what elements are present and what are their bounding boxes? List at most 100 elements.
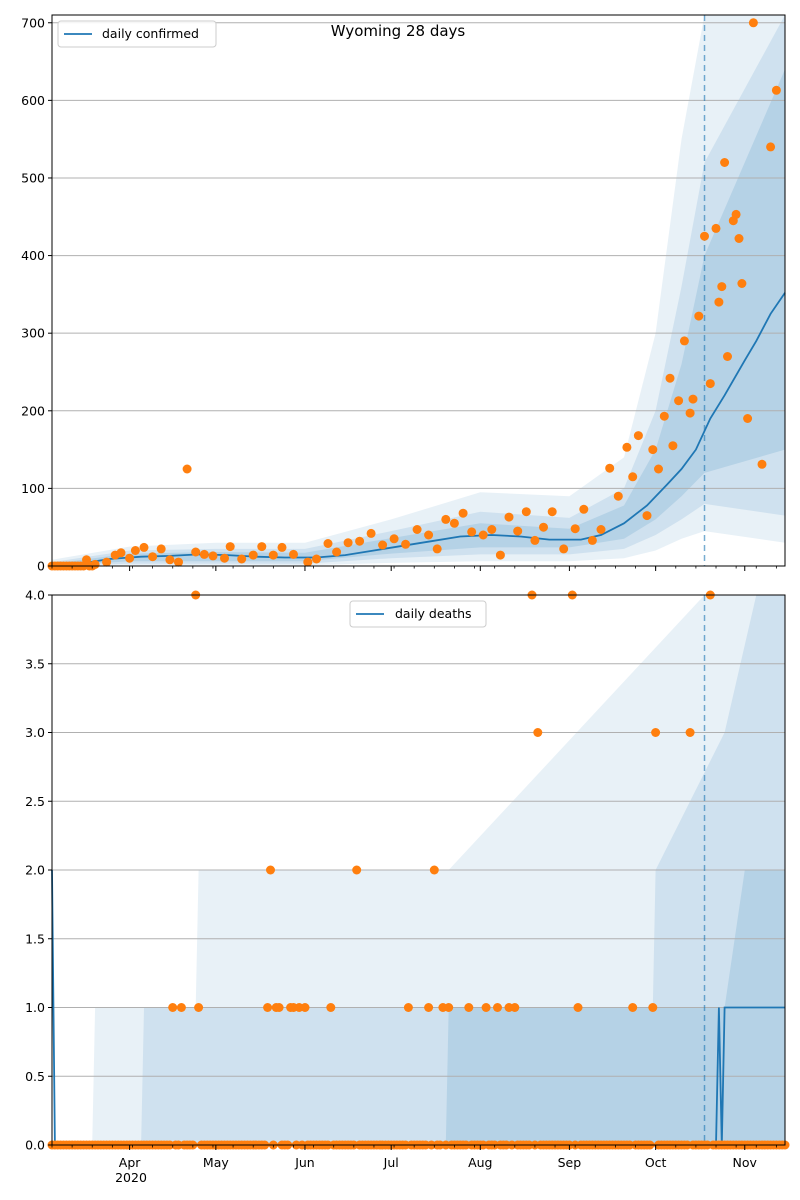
confirmed-point bbox=[723, 352, 732, 361]
confirmed-band-outer bbox=[52, 15, 785, 566]
year-label: 2020 bbox=[115, 1170, 147, 1185]
deaths-x-tick-label: Oct bbox=[645, 1155, 667, 1170]
confirmed-point bbox=[717, 282, 727, 292]
confirmed-point bbox=[312, 554, 321, 564]
confirmed-point bbox=[654, 464, 663, 474]
deaths-point bbox=[481, 1003, 491, 1012]
confirmed-point bbox=[424, 530, 434, 540]
deaths-point bbox=[352, 865, 362, 875]
confirmed-point bbox=[757, 459, 767, 469]
deaths-panel: 0.0 0.5 1.0 1.5 2.0 2.5 3.0 3.5 4.0 Apr May Jun Jul… bbox=[25, 588, 790, 1185]
confirmed-y-tick-label: 0 bbox=[37, 559, 45, 574]
deaths-y-tick-label: 1.0 bbox=[25, 1000, 45, 1015]
confirmed-point bbox=[579, 504, 589, 514]
confirmed-point bbox=[467, 527, 477, 537]
deaths-point bbox=[493, 1003, 502, 1012]
deaths-point bbox=[510, 1003, 520, 1012]
confirmed-point bbox=[605, 463, 615, 473]
deaths-point bbox=[263, 1003, 273, 1012]
confirmed-point bbox=[378, 540, 388, 550]
confirmed-point bbox=[139, 542, 149, 552]
confirmed-point bbox=[665, 373, 675, 383]
confirmed-point bbox=[642, 511, 652, 521]
confirmed-axes-frame bbox=[51, 14, 786, 567]
confirmed-point bbox=[156, 544, 166, 554]
deaths-point bbox=[628, 1003, 638, 1012]
confirmed-point bbox=[587, 535, 597, 545]
confirmed-point bbox=[711, 223, 721, 233]
deaths-point bbox=[464, 1003, 474, 1012]
confirmed-point bbox=[547, 507, 557, 517]
deaths-y-tick-label: 2.5 bbox=[25, 794, 45, 809]
confirmed-point bbox=[679, 336, 689, 346]
confirmed-point bbox=[748, 18, 758, 28]
confirmed-point bbox=[487, 525, 497, 534]
confirmed-point bbox=[449, 518, 459, 528]
confirmed-point bbox=[257, 542, 267, 552]
confirmed-panel: 0 100 200 300 400 500 600 700 Wyoming 28 days d… bbox=[21, 14, 786, 574]
confirmed-point bbox=[441, 514, 451, 524]
deaths-x-tick-label: May bbox=[203, 1155, 229, 1170]
deaths-x-tick-label: Nov bbox=[733, 1155, 758, 1170]
deaths-y-tick-label: 3.0 bbox=[25, 725, 45, 740]
confirmed-point bbox=[268, 550, 278, 560]
confirmed-point bbox=[633, 431, 643, 441]
confirmed-point bbox=[343, 538, 353, 548]
confirmed-legend: daily confirmed bbox=[57, 20, 217, 48]
confirmed-point bbox=[694, 311, 704, 321]
deaths-y-tick-label: 3.5 bbox=[25, 656, 45, 671]
confirmed-point bbox=[622, 442, 632, 452]
deaths-y-tick-label: 0.5 bbox=[25, 1069, 45, 1084]
confirmed-point bbox=[130, 546, 140, 555]
confirmed-uncertainty-bands bbox=[52, 15, 785, 567]
confirmed-legend-label: daily confirmed bbox=[102, 26, 199, 41]
confirmed-y-tick-label: 700 bbox=[21, 15, 45, 30]
confirmed-y-tick-label: 200 bbox=[21, 403, 45, 418]
confirmed-point bbox=[303, 557, 313, 567]
confirmed-point bbox=[366, 528, 376, 538]
confirmed-point bbox=[731, 209, 741, 219]
deaths-point bbox=[648, 1003, 658, 1012]
confirmed-y-ticks: 0 100 200 300 400 500 600 700 bbox=[21, 15, 52, 574]
confirmed-y-tick-label: 300 bbox=[21, 326, 45, 341]
confirmed-point bbox=[743, 414, 753, 423]
confirmed-point bbox=[432, 544, 442, 554]
confirmed-point bbox=[613, 491, 623, 501]
figure-title: Wyoming 28 days bbox=[331, 22, 466, 40]
confirmed-point bbox=[277, 542, 287, 552]
deaths-x-tick-label: Apr bbox=[119, 1155, 141, 1170]
confirmed-point bbox=[90, 559, 100, 569]
deaths-point bbox=[176, 1003, 186, 1012]
confirmed-point bbox=[220, 553, 229, 563]
confirmed-point bbox=[714, 297, 724, 307]
confirmed-point bbox=[685, 408, 695, 418]
deaths-x-tick-label: Jun bbox=[294, 1155, 315, 1170]
confirmed-y-tick-label: 100 bbox=[21, 481, 45, 496]
confirmed-point bbox=[116, 548, 126, 558]
deaths-y-tick-label: 0.0 bbox=[25, 1138, 45, 1153]
deaths-point bbox=[533, 728, 543, 737]
confirmed-point bbox=[182, 464, 192, 474]
deaths-x-tick-label: Sep bbox=[558, 1155, 582, 1170]
confirmed-point bbox=[458, 508, 468, 518]
deaths-y-tick-label: 2.0 bbox=[25, 863, 45, 878]
confirmed-point bbox=[504, 512, 514, 522]
confirmed-point bbox=[521, 507, 531, 517]
deaths-point bbox=[685, 728, 695, 737]
confirmed-point bbox=[539, 522, 548, 532]
confirmed-point bbox=[237, 554, 247, 564]
deaths-y-tick-label: 1.5 bbox=[25, 931, 45, 946]
confirmed-point bbox=[125, 553, 135, 563]
confirmed-point bbox=[734, 234, 744, 243]
confirmed-point bbox=[628, 472, 638, 482]
confirmed-point bbox=[332, 547, 342, 557]
confirmed-point bbox=[355, 536, 365, 546]
confirmed-grid bbox=[52, 22, 785, 489]
confirmed-point bbox=[705, 379, 715, 389]
deaths-legend: daily deaths bbox=[349, 600, 487, 628]
deaths-x-tick-label: Jul bbox=[383, 1155, 399, 1170]
confirmed-point bbox=[737, 279, 747, 288]
deaths-y-tick-label: 4.0 bbox=[25, 588, 45, 603]
confirmed-point bbox=[191, 547, 201, 557]
